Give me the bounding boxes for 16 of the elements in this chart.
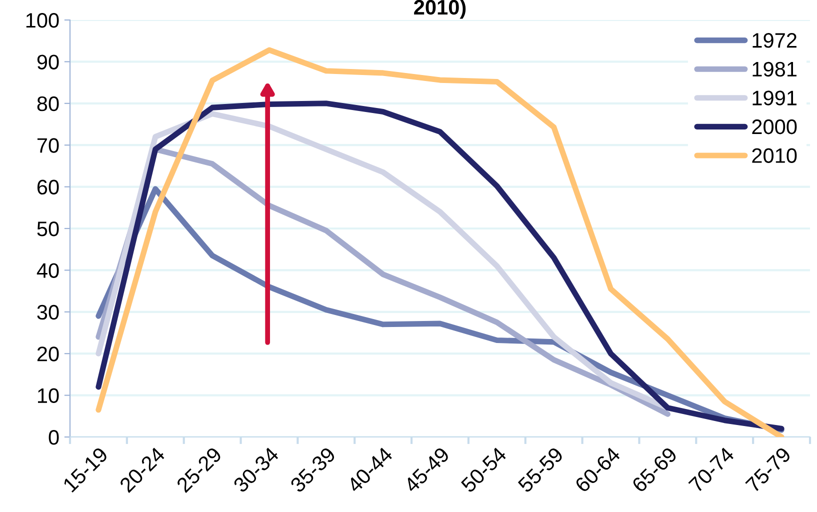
y-tick-label: 60 bbox=[37, 180, 59, 195]
legend-label: 2000 bbox=[752, 119, 797, 134]
y-tick-label: 10 bbox=[38, 388, 59, 404]
y-tick-label: 30 bbox=[37, 304, 59, 320]
legend-label: 1972 bbox=[752, 33, 796, 48]
y-tick-label: 80 bbox=[37, 96, 59, 112]
y-tick-label: 40 bbox=[36, 263, 59, 278]
legend-label: 1991 bbox=[752, 90, 796, 106]
y-tick-label: 50 bbox=[37, 222, 59, 236]
y-tick-label: 0 bbox=[48, 430, 59, 445]
y-tick-label: 70 bbox=[37, 138, 59, 153]
legend-label: 1981 bbox=[752, 62, 796, 77]
y-tick-label: 90 bbox=[37, 54, 59, 70]
legend-label: 2010 bbox=[752, 148, 797, 163]
y-tick-label: 100 bbox=[26, 13, 59, 28]
y-tick-label: 20 bbox=[37, 346, 59, 362]
